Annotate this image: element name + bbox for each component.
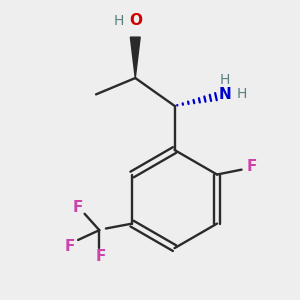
Polygon shape — [130, 37, 140, 78]
Text: F: F — [96, 249, 106, 264]
Text: N: N — [219, 87, 232, 102]
Text: H: H — [236, 87, 247, 101]
Text: F: F — [65, 239, 75, 254]
Text: H: H — [114, 14, 124, 28]
Text: H: H — [220, 73, 230, 87]
Text: O: O — [129, 13, 142, 28]
Text: F: F — [73, 200, 83, 215]
Text: F: F — [246, 159, 256, 174]
